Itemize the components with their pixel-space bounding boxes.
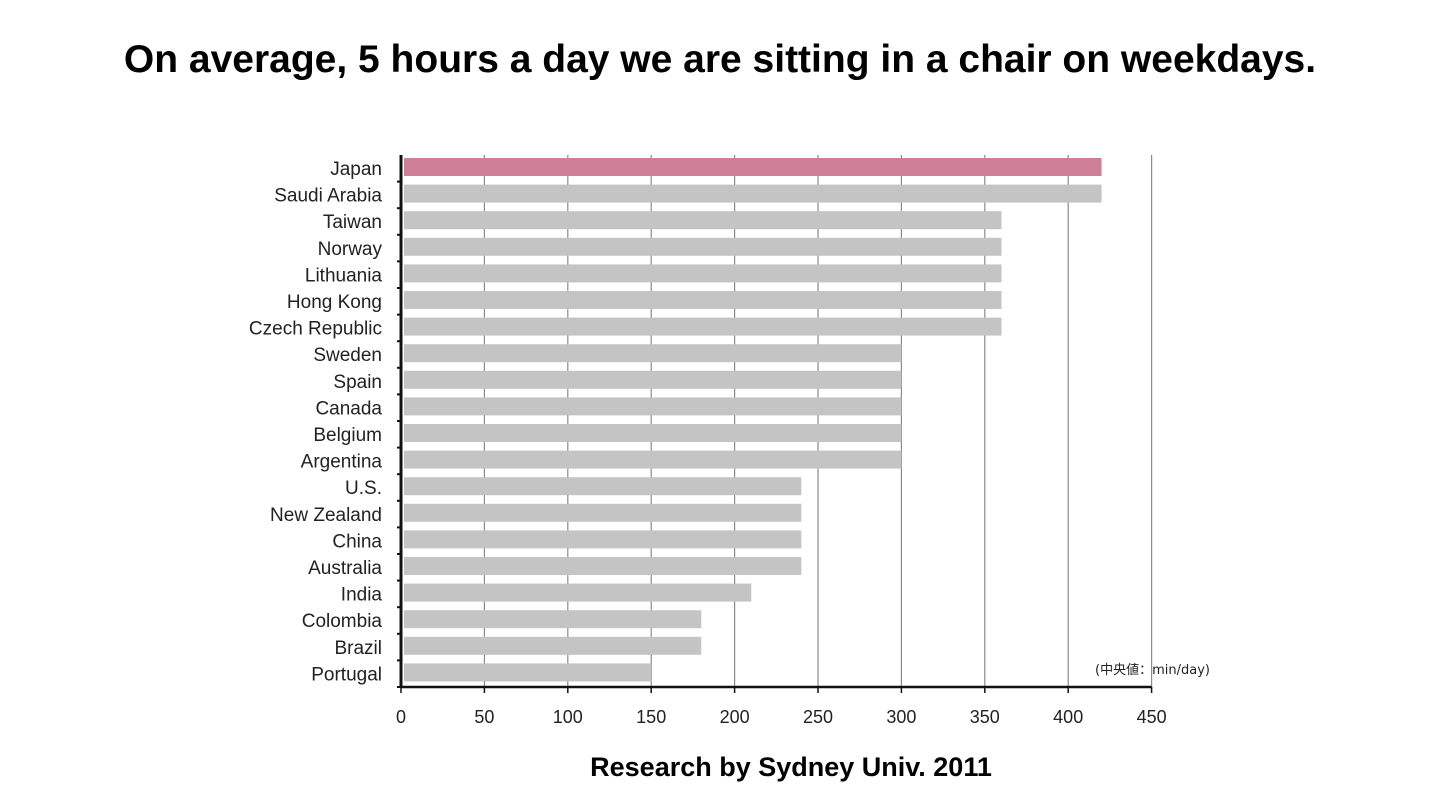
- x-tick-label: 0: [396, 707, 406, 727]
- bar-lithuania: [404, 264, 1002, 283]
- bar-czech-republic: [404, 317, 1002, 336]
- axes: [397, 155, 1153, 693]
- x-tick-label: 450: [1137, 707, 1167, 727]
- category-label: Belgium: [313, 425, 382, 446]
- category-label: U.S.: [345, 478, 382, 499]
- x-tick-label: 250: [803, 707, 833, 727]
- category-labels: Japan Saudi Arabia Taiwan Norway Lithuania Ho…: [249, 159, 383, 685]
- x-tick-label: 100: [553, 707, 583, 727]
- bar-china: [404, 530, 802, 549]
- category-label: Sweden: [313, 345, 382, 366]
- bar-new-zealand: [404, 503, 802, 522]
- category-label: Brazil: [334, 638, 382, 659]
- bar-portugal: [404, 663, 652, 682]
- page-title: On average, 5 hours a day we are sitting…: [123, 38, 1317, 81]
- bar-australia: [404, 557, 802, 575]
- bar-canada: [404, 397, 902, 416]
- category-label: China: [332, 531, 382, 552]
- category-label: Hong Kong: [287, 292, 382, 313]
- bar-india: [404, 583, 752, 602]
- tick-labels: 0 50 100 150 200 250 300 350 400 450: [396, 707, 1167, 727]
- category-label: Lithuania: [305, 265, 383, 286]
- category-label: India: [341, 585, 383, 606]
- bar-hong-kong: [404, 291, 1002, 309]
- category-label: Saudi Arabia: [274, 186, 382, 207]
- x-tick-label: 350: [970, 707, 1000, 727]
- category-label: Spain: [333, 372, 382, 393]
- category-label: Canada: [315, 398, 382, 419]
- bar-taiwan: [404, 211, 1002, 230]
- category-label: Czech Republic: [249, 319, 382, 340]
- bar-argentina: [404, 450, 902, 469]
- category-label: Colombia: [302, 611, 383, 632]
- bar-u-s: [404, 477, 802, 496]
- bar-norway: [404, 237, 1002, 256]
- bar-sweden: [404, 344, 902, 363]
- category-label: Australia: [308, 558, 382, 579]
- bar-belgium: [404, 424, 902, 442]
- bar-saudi-arabia: [404, 184, 1102, 203]
- bar-colombia: [404, 610, 702, 629]
- x-tick-label: 150: [636, 707, 666, 727]
- category-label: Argentina: [301, 452, 383, 473]
- unit-note: (中央値：min/day): [1095, 662, 1210, 678]
- bar-spain: [404, 370, 902, 389]
- x-tick-label: 400: [1053, 707, 1083, 727]
- bars: [404, 158, 1102, 682]
- x-tick-label: 300: [886, 707, 916, 727]
- gridlines: [483, 155, 1153, 687]
- category-label: Taiwan: [323, 212, 382, 233]
- category-label: Japan: [330, 159, 382, 180]
- category-label: Norway: [318, 239, 383, 260]
- category-label: New Zealand: [270, 505, 382, 526]
- x-tick-label: 50: [474, 707, 494, 727]
- bar-brazil: [404, 636, 702, 655]
- source-note: Research by Sydney Univ. 2011: [590, 752, 992, 782]
- x-tick-label: 200: [720, 707, 750, 727]
- bar-japan: [404, 158, 1102, 176]
- category-label: Portugal: [311, 664, 382, 685]
